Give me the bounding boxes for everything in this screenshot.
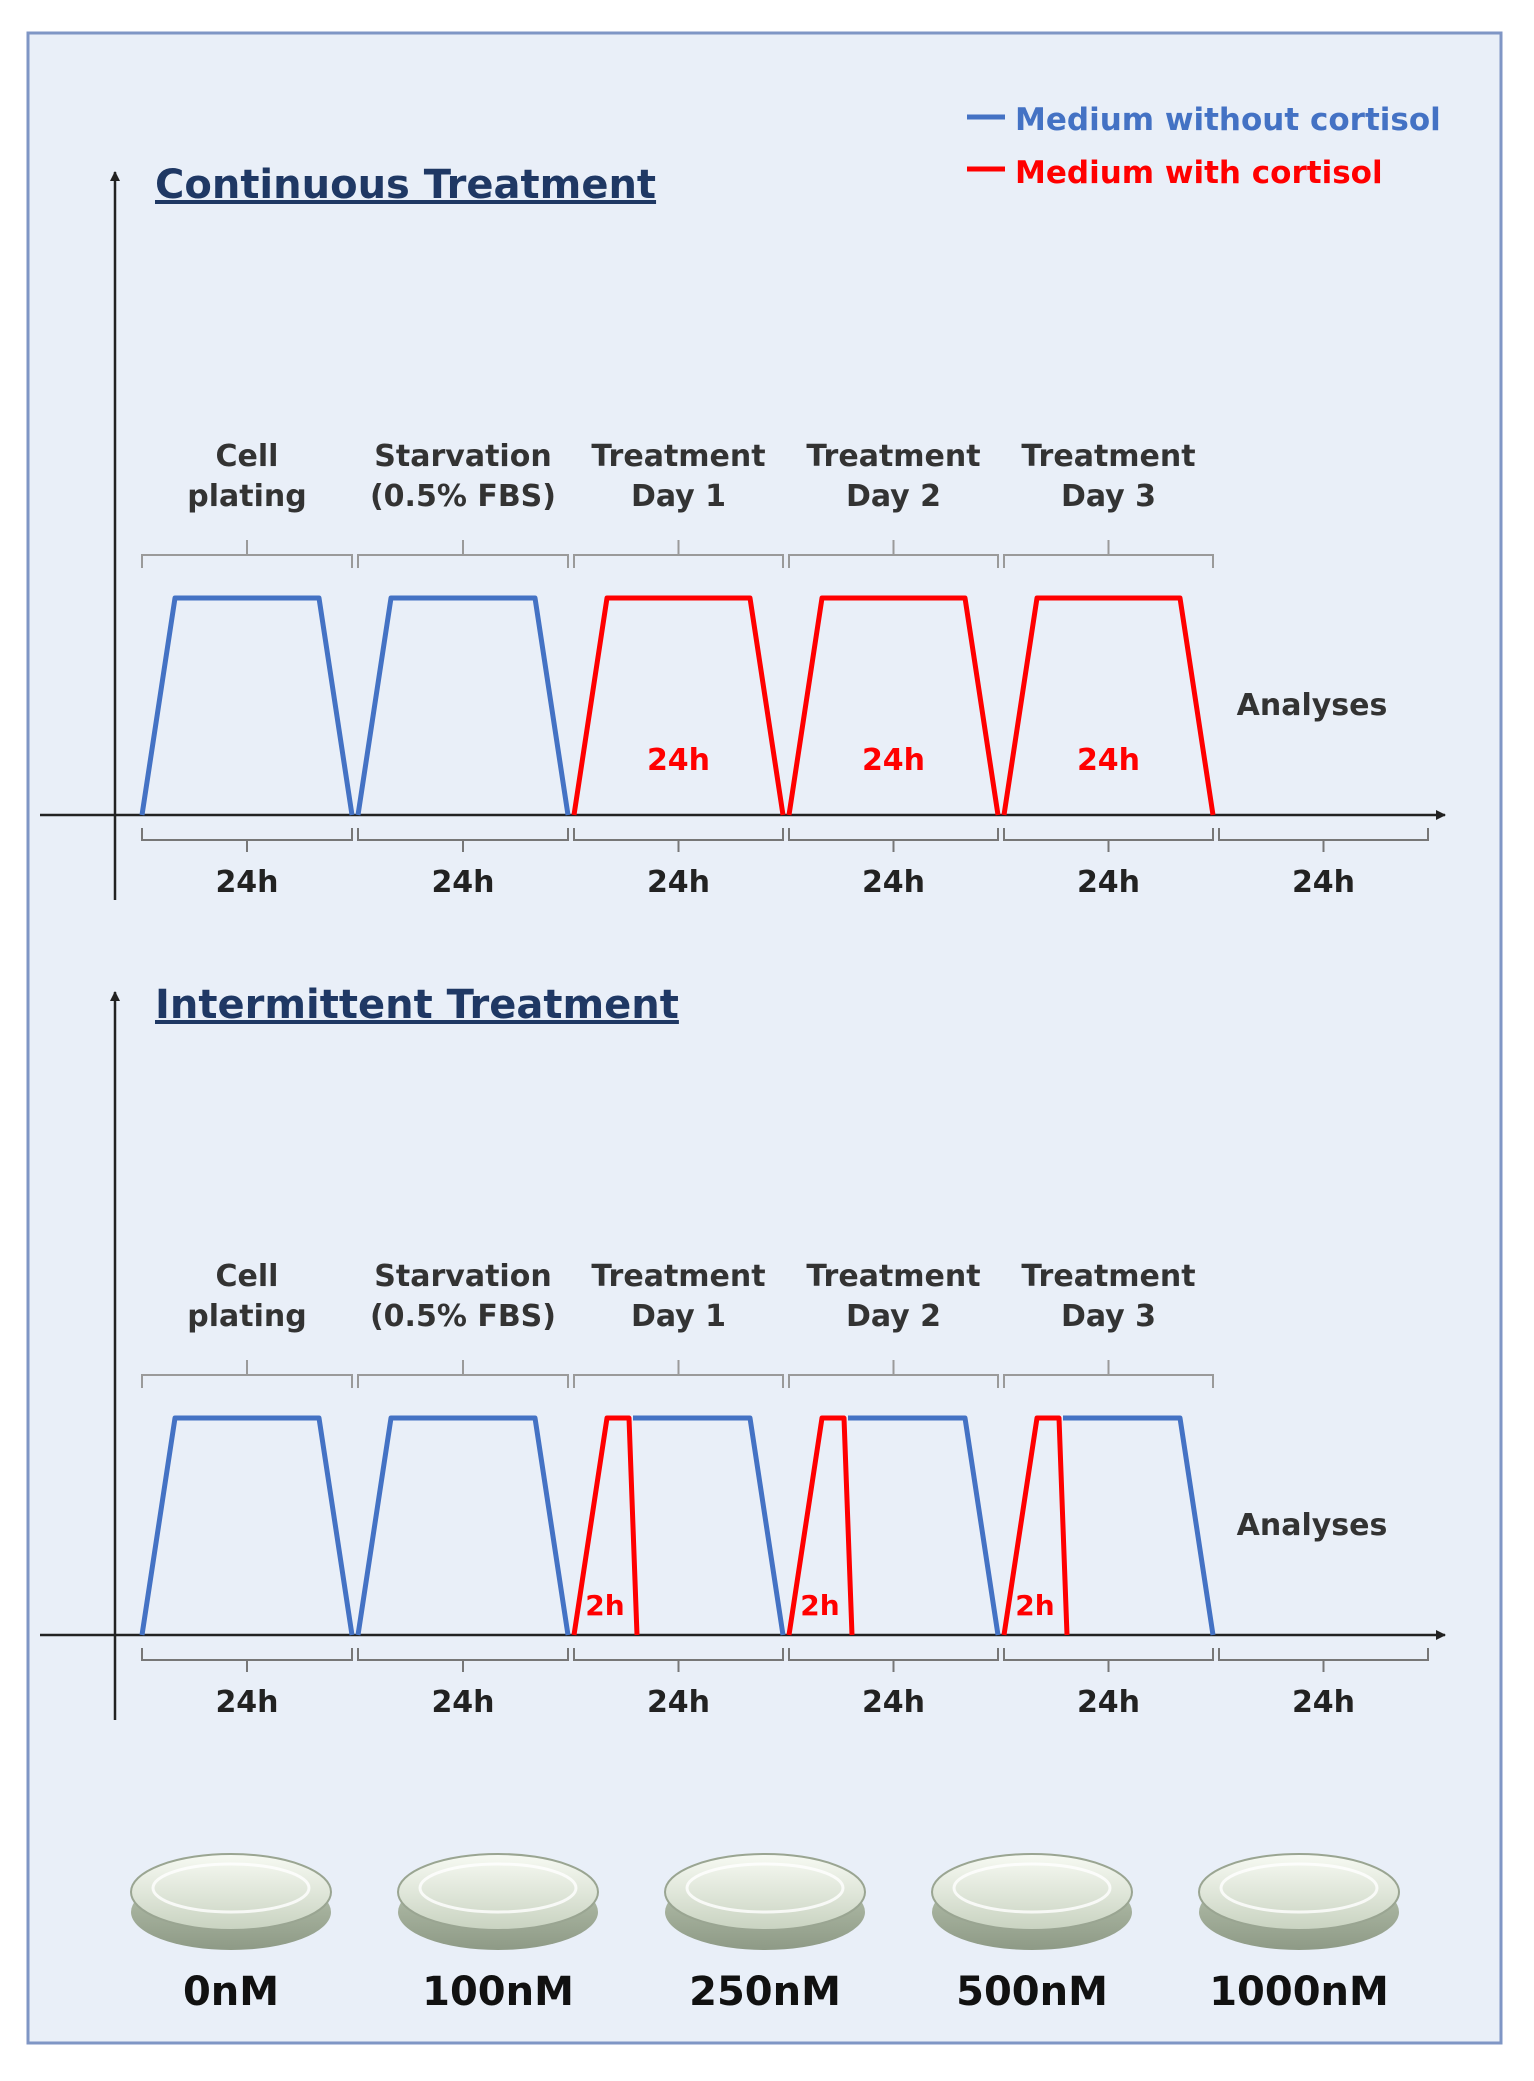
duration-label: 24h — [647, 1685, 710, 1720]
phase-bracket — [573, 1360, 784, 1388]
phase-bracket — [1003, 540, 1214, 568]
duration-label: 24h — [1077, 1685, 1140, 1720]
phase-bracket — [788, 1360, 999, 1388]
phase-bracket — [141, 540, 353, 568]
phase-bracket — [357, 540, 569, 568]
phase-label: (0.5% FBS) — [370, 1299, 556, 1334]
phase-label: Starvation — [374, 439, 551, 474]
duration-label: 24h — [862, 865, 925, 900]
phase-label: Day 3 — [1061, 1299, 1156, 1334]
duration-bracket — [573, 1648, 784, 1672]
phase-bracket — [357, 1360, 569, 1388]
duration-bracket — [357, 828, 569, 852]
phase-label: Day 1 — [631, 1299, 726, 1334]
phase-bracket — [788, 540, 999, 568]
dish-row: 0nM 100nM 250nM 500nM 1000nM — [130, 1853, 1400, 2015]
phase-bracket — [573, 540, 784, 568]
duration-bracket — [1218, 828, 1429, 852]
dish-concentration-label: 500nM — [956, 1969, 1108, 2015]
dish-concentration-label: 1000nM — [1209, 1969, 1389, 2015]
duration-bracket — [141, 828, 353, 852]
petri-dish: 500nM — [931, 1853, 1133, 2015]
phase-label: Treatment — [591, 439, 765, 474]
duration-label: 24h — [1077, 865, 1140, 900]
duration-label: 24h — [1292, 865, 1355, 900]
phase-label: Day 3 — [1061, 479, 1156, 514]
phase-label: Treatment — [591, 1259, 765, 1294]
analyses-label: Analyses — [1237, 1508, 1388, 1543]
petri-dish: 250nM — [664, 1853, 866, 2015]
duration-bracket — [141, 1648, 353, 1672]
cortisol-pulse — [571, 1415, 640, 1636]
medium-pulse — [355, 1415, 571, 1636]
intermittent-treatment-panel: Intermittent Treatment Cell plating Starvat… — [40, 982, 1446, 1720]
duration-label: 24h — [431, 865, 494, 900]
cortisol-pulse — [786, 1415, 855, 1636]
petri-dish: 0nM — [130, 1853, 332, 2015]
legend-label-with-cortisol: Medium with cortisol — [1015, 155, 1383, 191]
duration-label: 24h — [862, 1685, 925, 1720]
phase-label: Treatment — [1021, 439, 1195, 474]
dish-concentration-label: 100nM — [422, 1969, 574, 2015]
cortisol-pulse — [571, 595, 786, 816]
cortisol-pulse — [786, 595, 1001, 816]
analyses-label: Analyses — [1237, 688, 1388, 723]
duration-label: 24h — [215, 1685, 278, 1720]
continuous-treatment-panel: Continuous Treatment Cell plating Starvatio… — [40, 162, 1446, 900]
phase-label: Starvation — [374, 1259, 551, 1294]
dish-concentration-label: 0nM — [183, 1969, 279, 2015]
diagram-frame — [26, 31, 1503, 2045]
medium-pulse — [1063, 1415, 1216, 1636]
phase-label: Day 2 — [846, 479, 941, 514]
legend: Medium without cortisol Medium with cort… — [967, 102, 1441, 191]
dish-concentration-label: 250nM — [689, 1969, 841, 2015]
phase-bracket — [1003, 1360, 1214, 1388]
duration-bracket — [1003, 828, 1214, 852]
pulse-duration-label: 24h — [647, 743, 710, 778]
pulse-duration-label: 24h — [862, 743, 925, 778]
petri-dish: 1000nM — [1198, 1853, 1400, 2015]
pulse-duration-label: 2h — [585, 1589, 624, 1622]
phase-label: plating — [187, 1299, 306, 1334]
duration-bracket — [788, 1648, 999, 1672]
duration-bracket — [788, 828, 999, 852]
phase-label: Day 2 — [846, 1299, 941, 1334]
phase-label: Treatment — [1021, 1259, 1195, 1294]
phase-label: Cell — [216, 439, 279, 474]
pulse-duration-label: 2h — [1015, 1589, 1054, 1622]
duration-bracket — [357, 1648, 569, 1672]
phase-label: Treatment — [806, 439, 980, 474]
duration-bracket — [1003, 1648, 1214, 1672]
duration-label: 24h — [1292, 1685, 1355, 1720]
medium-pulse — [139, 595, 355, 816]
panel-title: Intermittent Treatment — [155, 982, 679, 1028]
duration-label: 24h — [431, 1685, 494, 1720]
phase-label: (0.5% FBS) — [370, 479, 556, 514]
medium-pulse — [355, 595, 571, 816]
phase-label: Treatment — [806, 1259, 980, 1294]
cortisol-pulse — [1001, 595, 1216, 816]
pulse-duration-label: 24h — [1077, 743, 1140, 778]
phase-label: Day 1 — [631, 479, 726, 514]
medium-pulse — [139, 1415, 355, 1636]
duration-bracket — [573, 828, 784, 852]
phase-label: Cell — [216, 1259, 279, 1294]
cortisol-pulse — [1001, 1415, 1070, 1636]
phase-label: plating — [187, 479, 306, 514]
medium-pulse — [633, 1415, 786, 1636]
duration-label: 24h — [215, 865, 278, 900]
petri-dish: 100nM — [397, 1853, 599, 2015]
legend-label-without-cortisol: Medium without cortisol — [1015, 102, 1441, 138]
pulse-duration-label: 2h — [800, 1589, 839, 1622]
phase-bracket — [141, 1360, 353, 1388]
duration-bracket — [1218, 1648, 1429, 1672]
duration-label: 24h — [647, 865, 710, 900]
panel-title: Continuous Treatment — [155, 162, 656, 208]
medium-pulse — [848, 1415, 1001, 1636]
